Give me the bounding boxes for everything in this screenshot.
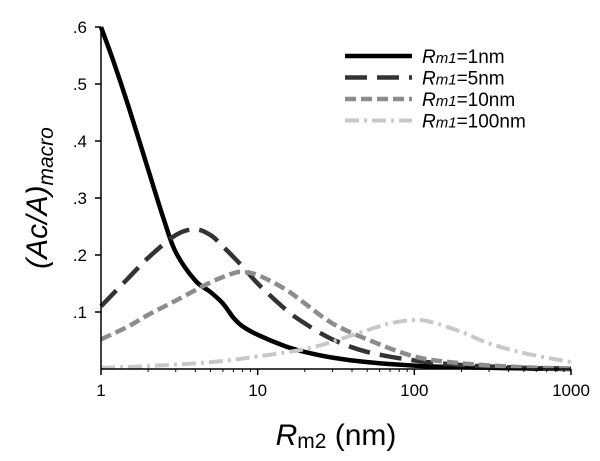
y-axis-title-sub: macro: [35, 127, 58, 186]
y-ticks-group: .1 .2 .3 .4 .5 .6: [73, 18, 101, 322]
y-tick-label: .6: [73, 18, 87, 37]
series-line-4: [100, 317, 572, 370]
x-tick-label: 100: [400, 381, 428, 400]
legend-label-suffix: =5nm: [457, 69, 505, 90]
y-axis-title-main: (Ac/A): [21, 186, 54, 269]
y-tick-label: .1: [73, 303, 87, 322]
x-axis-title-suffix: (nm): [326, 419, 396, 452]
y-axis-title: (Ac/A)macro: [21, 127, 58, 269]
legend-label-1: Rm1=1nm: [422, 47, 505, 68]
x-tick-label: 1: [96, 381, 105, 400]
legend-label-sub: m1: [436, 50, 457, 67]
y-tick-label: .2: [73, 246, 87, 265]
legend-label-suffix: =1nm: [457, 47, 505, 68]
y-tick-label: .3: [73, 189, 87, 208]
x-tick-label: 10: [248, 381, 267, 400]
legend-label-suffix: =10nm: [457, 90, 516, 111]
legend-label-3: Rm1=10nm: [422, 90, 515, 111]
legend-label-4: Rm1=100nm: [422, 112, 526, 133]
series-line-1: [98, 26, 572, 372]
x-ticks-group: 1 10 100 1000: [96, 369, 590, 400]
plot-series-group: [98, 26, 572, 372]
series-line-2: [99, 227, 572, 371]
legend-label-main: R: [422, 90, 436, 111]
legend-label-sub: m1: [436, 72, 457, 89]
legend-label-2: Rm1=5nm: [422, 69, 505, 90]
y-tick-label: .5: [73, 75, 87, 94]
x-axis-title-main: R: [276, 419, 298, 452]
legend-label-sub: m1: [436, 115, 457, 132]
legend-label-suffix: =100nm: [457, 112, 526, 133]
y-tick-label: .4: [73, 132, 87, 151]
x-axis-title-sub: m2: [297, 430, 326, 453]
x-tick-label: 1000: [552, 381, 590, 400]
series-line-3: [100, 269, 572, 371]
legend-label-main: R: [422, 69, 436, 90]
legend-label-main: R: [422, 112, 436, 133]
legend-label-sub: m1: [436, 93, 457, 110]
x-axis-title: Rm2 (nm): [276, 419, 397, 453]
legend-label-main: R: [422, 47, 436, 68]
